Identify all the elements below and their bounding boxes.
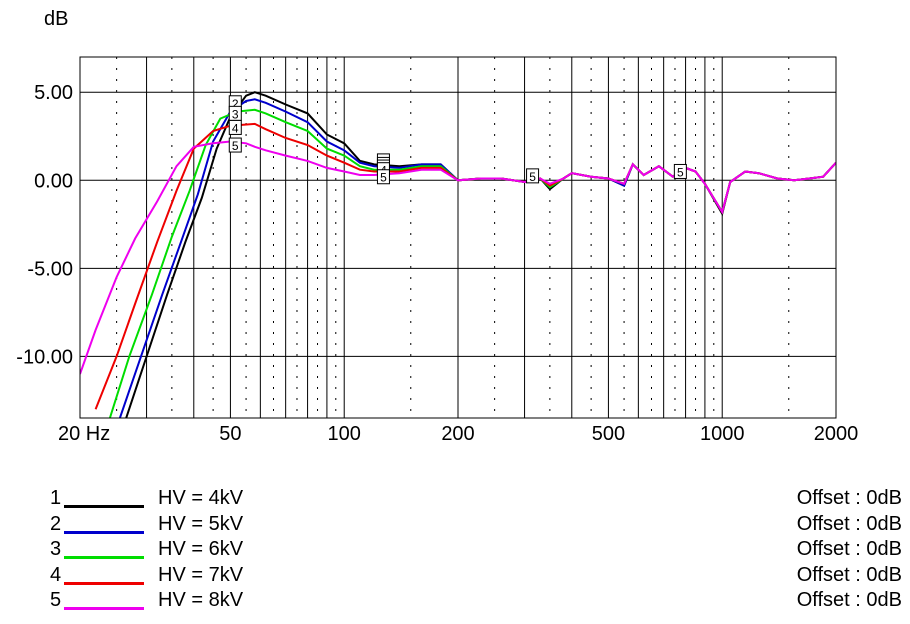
legend-offset: Offset : 0dB	[796, 487, 902, 509]
x-tick-label: 500	[592, 423, 625, 445]
x-tick-label: 20 Hz	[58, 423, 110, 445]
x-tick-labels: 20 Hz 50 100 200 500 1000 2000	[58, 423, 858, 445]
series-line-3	[108, 108, 836, 418]
annotation-box	[673, 163, 687, 179]
legend-number: 2	[50, 512, 62, 535]
annotation-label: 3	[232, 107, 239, 121]
annotation-box	[228, 137, 242, 153]
legend-swatch	[64, 530, 144, 534]
annotations: 23451234555	[228, 95, 687, 185]
legend-number: 4	[50, 563, 62, 586]
legend-label: HV = 7kV	[158, 563, 244, 586]
series-line-2	[118, 98, 836, 418]
x-tick-label: 1000	[700, 423, 745, 445]
legend-number: 1	[50, 487, 62, 509]
x-tick-label: 200	[441, 423, 474, 445]
x-tick-label: 2000	[814, 423, 859, 445]
legend-label: HV = 5kV	[158, 512, 244, 535]
y-tick-label: -10.00	[16, 346, 73, 368]
annotation-label: 5	[232, 139, 239, 153]
legend-offset: Offset : 0dB	[796, 589, 902, 611]
legend-offset: Offset : 0dB	[796, 563, 902, 586]
legend-offset: Offset : 0dB	[796, 538, 902, 560]
annotation-label: 4	[232, 121, 239, 135]
grid	[79, 57, 837, 418]
legend-label: HV = 4kV	[158, 487, 244, 509]
legend-swatch	[64, 505, 144, 508]
x-tick-label: 50	[219, 423, 241, 445]
x-tick-label: 100	[328, 423, 361, 445]
legend-label: HV = 6kV	[158, 538, 244, 560]
frequency-response-chart: dB 23451234555 5.000.00-5.00-10.00 20 Hz…	[16, 8, 858, 445]
y-axis-label: dB	[44, 8, 68, 30]
legend-swatch	[64, 581, 144, 585]
legend-swatch	[64, 556, 144, 559]
y-tick-label: -5.00	[27, 258, 73, 280]
y-tick-label: 0.00	[34, 170, 73, 192]
legend-number: 3	[50, 538, 62, 560]
annotation-label: 2	[232, 97, 239, 111]
plot-frame	[79, 56, 837, 419]
annotation-box	[376, 169, 390, 185]
annotation-label: 5	[677, 165, 684, 179]
y-tick-labels: 5.00 0.00 -5.00 -10.00	[16, 82, 73, 368]
annotation-label: 5	[380, 171, 387, 185]
legend-swatch	[64, 607, 144, 610]
legend-number: 5	[50, 589, 62, 611]
legend-offset: Offset : 0dB	[796, 512, 902, 535]
series-line-5	[80, 140, 836, 375]
annotation-label: 5	[529, 170, 536, 184]
annotation-box	[228, 119, 242, 135]
legend-label: HV = 8kV	[158, 589, 244, 611]
annotation-box	[526, 168, 540, 184]
y-tick-label: 5.00	[34, 82, 73, 104]
